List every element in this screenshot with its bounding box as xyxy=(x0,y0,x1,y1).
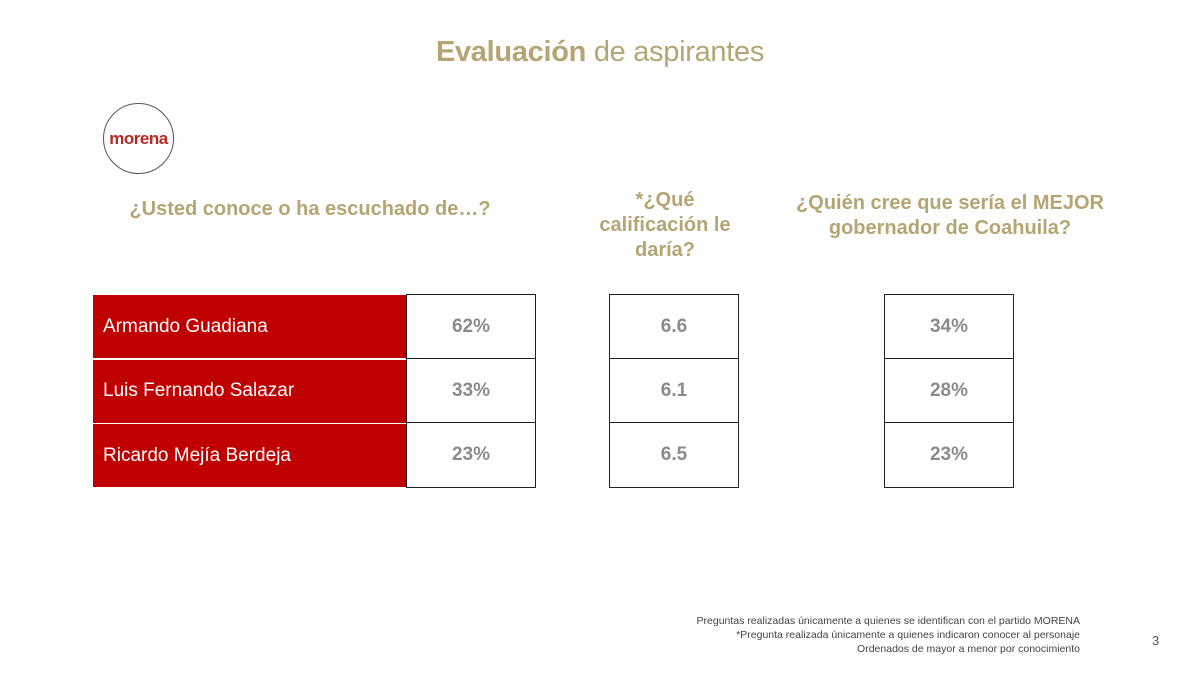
footnotes: Preguntas realizadas únicamente a quiene… xyxy=(697,614,1080,656)
footnote: *Pregunta realizada únicamente a quienes… xyxy=(736,629,1080,641)
known-value: 23% xyxy=(451,444,491,465)
best-value: 28% xyxy=(885,359,1013,423)
morena-logo: morena xyxy=(103,103,174,174)
rating-value: 6.6 xyxy=(610,295,738,359)
title-rest: de aspirantes xyxy=(586,36,765,68)
candidate-name: Luis Fernando Salazar xyxy=(93,359,406,423)
question-rating: *¿Qué calificación le daría? xyxy=(599,189,731,261)
rating-value: 6.5 xyxy=(660,444,688,465)
rating-value: 6.1 xyxy=(610,359,738,423)
morena-logo-text: morena xyxy=(109,128,168,148)
known-value: 33% xyxy=(407,359,535,423)
candidate-names-column: Armando Guadiana Luis Fernando Salazar R… xyxy=(93,295,406,487)
footnote: Preguntas realizadas únicamente a quiene… xyxy=(696,615,1080,627)
known-values-column: 62% 33% 23% xyxy=(406,294,536,488)
page-number: 3 xyxy=(1152,633,1160,648)
footnote: Ordenados de mayor a menor por conocimie… xyxy=(857,643,1080,655)
page-title: Evaluación de aspirantes xyxy=(0,36,1200,69)
title-bold: Evaluación xyxy=(435,36,587,68)
candidate-name: Ricardo Mejía Berdeja xyxy=(93,424,406,487)
known-value: 62% xyxy=(407,295,535,359)
best-value: 34% xyxy=(885,295,1013,359)
rating-values-column: 6.6 6.1 6.5 xyxy=(609,294,739,488)
candidate-name: Armando Guadiana xyxy=(93,295,406,358)
question-known: ¿Usted conoce o ha escuchado de…? xyxy=(129,198,491,220)
best-values-column: 34% 28% 23% xyxy=(884,294,1014,488)
question-best: ¿Quién cree que sería el MEJOR gobernado… xyxy=(796,192,1104,239)
best-value: 23% xyxy=(929,444,969,465)
